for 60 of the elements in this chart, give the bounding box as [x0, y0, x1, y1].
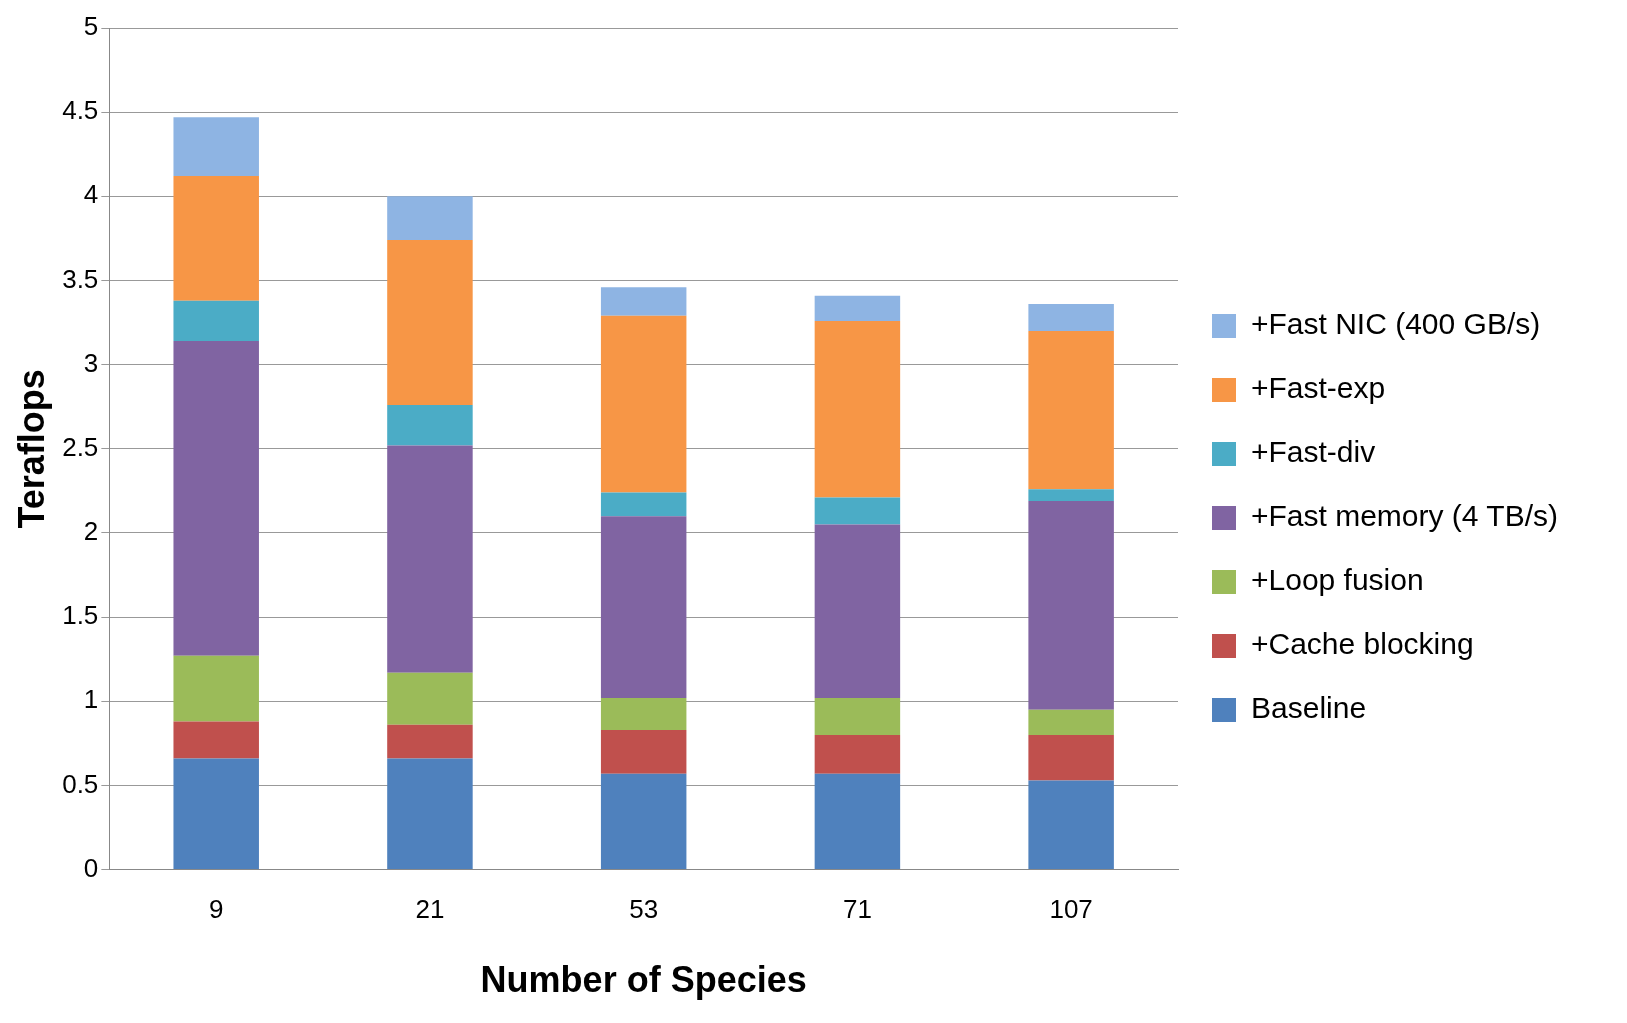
- bar: [387, 196, 473, 241]
- bar: [387, 724, 473, 759]
- bar: [600, 287, 687, 316]
- bar: [173, 341, 259, 656]
- bar: [600, 729, 687, 774]
- bar: [1028, 734, 1114, 781]
- y-tick-label: 1.5: [62, 600, 99, 631]
- bar: [814, 524, 901, 698]
- bar: [600, 492, 687, 517]
- bar: [814, 773, 901, 870]
- bar: [387, 445, 473, 673]
- bar: [814, 697, 901, 735]
- bar: [600, 315, 687, 493]
- bar: [1028, 489, 1114, 501]
- y-tick-label: 3.5: [62, 263, 99, 294]
- x-tick-label: 53: [629, 894, 659, 925]
- y-tick-label: 2: [83, 516, 99, 547]
- y-tick-label: 1: [83, 684, 99, 715]
- bar: [173, 176, 259, 301]
- bar: [173, 300, 259, 342]
- legend-label: +Loop fusion: [1251, 563, 1424, 597]
- legend-label: +Cache blocking: [1251, 627, 1474, 661]
- bar: [600, 697, 687, 730]
- legend-label: +Fast-exp: [1251, 371, 1386, 405]
- legend-label: +Fast NIC (400 GB/s): [1251, 307, 1541, 341]
- bar: [814, 497, 901, 525]
- bar: [173, 758, 259, 870]
- bar: [814, 320, 901, 498]
- bar: [1028, 330, 1114, 490]
- bar: [387, 240, 473, 406]
- bar: [387, 405, 473, 446]
- y-tick-label: 4.5: [62, 95, 99, 126]
- bar: [1028, 500, 1114, 710]
- y-tick-label: 5: [83, 11, 99, 42]
- y-tick-label: 3: [83, 347, 99, 378]
- bar: [173, 655, 259, 722]
- bar: [600, 516, 687, 698]
- y-tick-label: 4: [83, 179, 99, 210]
- y-axis-title: Teraflops: [10, 369, 52, 529]
- x-tick-label: 107: [1049, 894, 1093, 925]
- x-tick-label: 9: [208, 894, 224, 925]
- x-tick-label: 71: [842, 894, 872, 925]
- bar: [387, 672, 473, 725]
- legend-label: +Fast-div: [1251, 435, 1376, 469]
- legend-label: +Fast memory (4 TB/s): [1251, 499, 1559, 533]
- y-tick-label: 0.5: [62, 768, 99, 799]
- y-tick-label: 0: [83, 852, 99, 883]
- bar: [814, 295, 901, 321]
- bar: [173, 117, 259, 177]
- x-tick-label: 21: [415, 894, 445, 925]
- y-tick-label: 2.5: [62, 431, 99, 462]
- bar: [387, 758, 473, 870]
- bar: [1028, 304, 1114, 331]
- bar: [600, 773, 687, 870]
- bar: [814, 734, 901, 774]
- bar: [173, 721, 259, 759]
- legend-label: Baseline: [1251, 691, 1367, 725]
- bar: [1028, 780, 1114, 870]
- x-axis-title: Number of Species: [480, 959, 807, 1001]
- bar: [1028, 709, 1114, 735]
